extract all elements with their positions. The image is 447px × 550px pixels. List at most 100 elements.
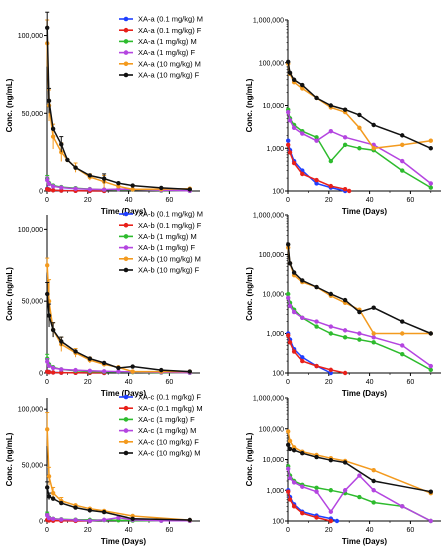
series-3 bbox=[286, 291, 433, 373]
data-point bbox=[50, 134, 56, 139]
y-tick-label: 100,000 bbox=[259, 252, 284, 259]
data-point bbox=[371, 340, 376, 345]
data-point bbox=[328, 324, 334, 329]
legend-swatch-marker bbox=[123, 245, 129, 250]
data-point bbox=[357, 473, 362, 478]
legend-entry: XA-b (1 mg/kg) M bbox=[138, 232, 197, 241]
data-point bbox=[342, 328, 348, 333]
data-point bbox=[45, 25, 50, 30]
data-point bbox=[87, 508, 93, 513]
legend-entry: XA-b (10 mg/kg) M bbox=[138, 254, 201, 263]
data-point bbox=[287, 70, 293, 76]
data-point bbox=[286, 429, 291, 434]
data-point bbox=[428, 367, 433, 373]
data-point bbox=[400, 158, 405, 164]
y-tick-label: 0 bbox=[39, 519, 43, 526]
data-point bbox=[300, 315, 305, 320]
data-point bbox=[291, 504, 297, 509]
legend-entry: XA-c (1 mg/kg) M bbox=[138, 426, 196, 435]
x-tick-label: 60 bbox=[407, 197, 415, 204]
data-point bbox=[50, 490, 56, 496]
legend-entry: XA-c (0.1 mg/kg) F bbox=[138, 393, 201, 402]
legend: XA-c (0.1 mg/kg) F XA-c (0.1 mg/kg) M XA-c… bbox=[119, 393, 203, 458]
data-point bbox=[328, 331, 334, 336]
x-tick-label: 40 bbox=[125, 379, 133, 386]
data-point bbox=[59, 339, 64, 344]
y-tick-label: 100,000 bbox=[18, 407, 43, 414]
data-point bbox=[287, 497, 293, 502]
data-point bbox=[286, 59, 291, 65]
y-tick-label: 100,000 bbox=[18, 33, 43, 40]
data-point bbox=[314, 181, 319, 186]
legend-entry: XA-b (0.1 mg/kg) F bbox=[138, 221, 202, 230]
x-tick-label: 40 bbox=[366, 379, 374, 386]
data-point bbox=[314, 177, 319, 183]
data-point bbox=[357, 125, 362, 131]
chart-panel-2: 100 1,000 10,000 100,000 1,000,000 0 20 40 60 Tim… bbox=[245, 18, 441, 216]
legend-swatch-marker bbox=[123, 72, 129, 78]
legend-entry: XA-a (1 mg/kg) M bbox=[138, 37, 197, 46]
data-point bbox=[116, 181, 121, 186]
data-point bbox=[116, 515, 121, 520]
series-line bbox=[46, 293, 190, 373]
data-point bbox=[371, 146, 376, 151]
series-4 bbox=[286, 466, 433, 524]
data-point bbox=[101, 360, 107, 366]
data-point bbox=[87, 356, 93, 361]
series-6 bbox=[286, 59, 433, 151]
data-point bbox=[300, 510, 305, 516]
series-4 bbox=[286, 295, 433, 369]
data-point bbox=[314, 284, 319, 290]
data-point bbox=[116, 369, 121, 374]
y-tick-label: 10,000 bbox=[263, 457, 285, 464]
data-point bbox=[428, 146, 433, 151]
chart-panel-6: 100 1,000 10,000 100,000 1,000,000 0 20 40 60 Tim… bbox=[245, 396, 441, 546]
x-tick-label: 60 bbox=[407, 379, 415, 386]
data-point bbox=[50, 188, 56, 193]
data-point bbox=[287, 261, 293, 266]
series-5 bbox=[45, 257, 192, 374]
data-point bbox=[286, 291, 291, 297]
data-point bbox=[101, 187, 107, 192]
legend-entry: XA-a (1 mg/kg) F bbox=[138, 48, 196, 57]
data-point bbox=[371, 122, 376, 128]
legend-entry: XA-a (0.1 mg/kg) F bbox=[138, 26, 202, 35]
y-axis-label: Conc. (ng/mL) bbox=[245, 267, 254, 321]
data-point bbox=[342, 297, 348, 303]
legend-swatch-marker bbox=[123, 428, 129, 433]
data-point bbox=[46, 369, 52, 375]
data-point bbox=[46, 313, 52, 318]
legend-entry: XA-a (10 mg/kg) F bbox=[138, 71, 200, 80]
legend-swatch-marker bbox=[123, 16, 129, 22]
data-point bbox=[101, 369, 107, 374]
series-6 bbox=[45, 481, 192, 523]
data-point bbox=[87, 187, 93, 192]
y-tick-label: 1,000,000 bbox=[253, 18, 284, 25]
data-point bbox=[45, 263, 50, 268]
data-point bbox=[314, 485, 319, 491]
data-point bbox=[314, 138, 319, 143]
data-point bbox=[130, 183, 135, 188]
y-tick-label: 100 bbox=[272, 519, 284, 526]
x-tick-label: 0 bbox=[286, 527, 290, 534]
x-tick-label: 60 bbox=[166, 379, 174, 386]
data-point bbox=[59, 188, 64, 193]
data-point bbox=[371, 331, 376, 336]
chart-panel-3: 0 50,000 100,000 0 20 40 60 Time (Days) Conc. (n… bbox=[5, 210, 203, 398]
series-line bbox=[46, 27, 190, 191]
y-tick-label: 1,000 bbox=[266, 146, 284, 153]
legend-swatch-marker bbox=[123, 256, 129, 262]
data-point bbox=[314, 135, 319, 140]
data-point bbox=[347, 188, 352, 194]
x-tick-label: 20 bbox=[84, 379, 92, 386]
series-line bbox=[287, 63, 431, 150]
x-axis-label: Time (Days) bbox=[342, 537, 388, 546]
data-point bbox=[357, 337, 362, 342]
legend-swatch-marker bbox=[123, 450, 129, 456]
x-axis-label: Time (Days) bbox=[101, 207, 147, 216]
data-point bbox=[45, 485, 50, 490]
data-point bbox=[291, 160, 297, 166]
y-axis-label: Conc. (ng/mL) bbox=[5, 78, 14, 132]
legend-swatch-marker bbox=[123, 39, 129, 44]
data-point bbox=[428, 138, 433, 143]
